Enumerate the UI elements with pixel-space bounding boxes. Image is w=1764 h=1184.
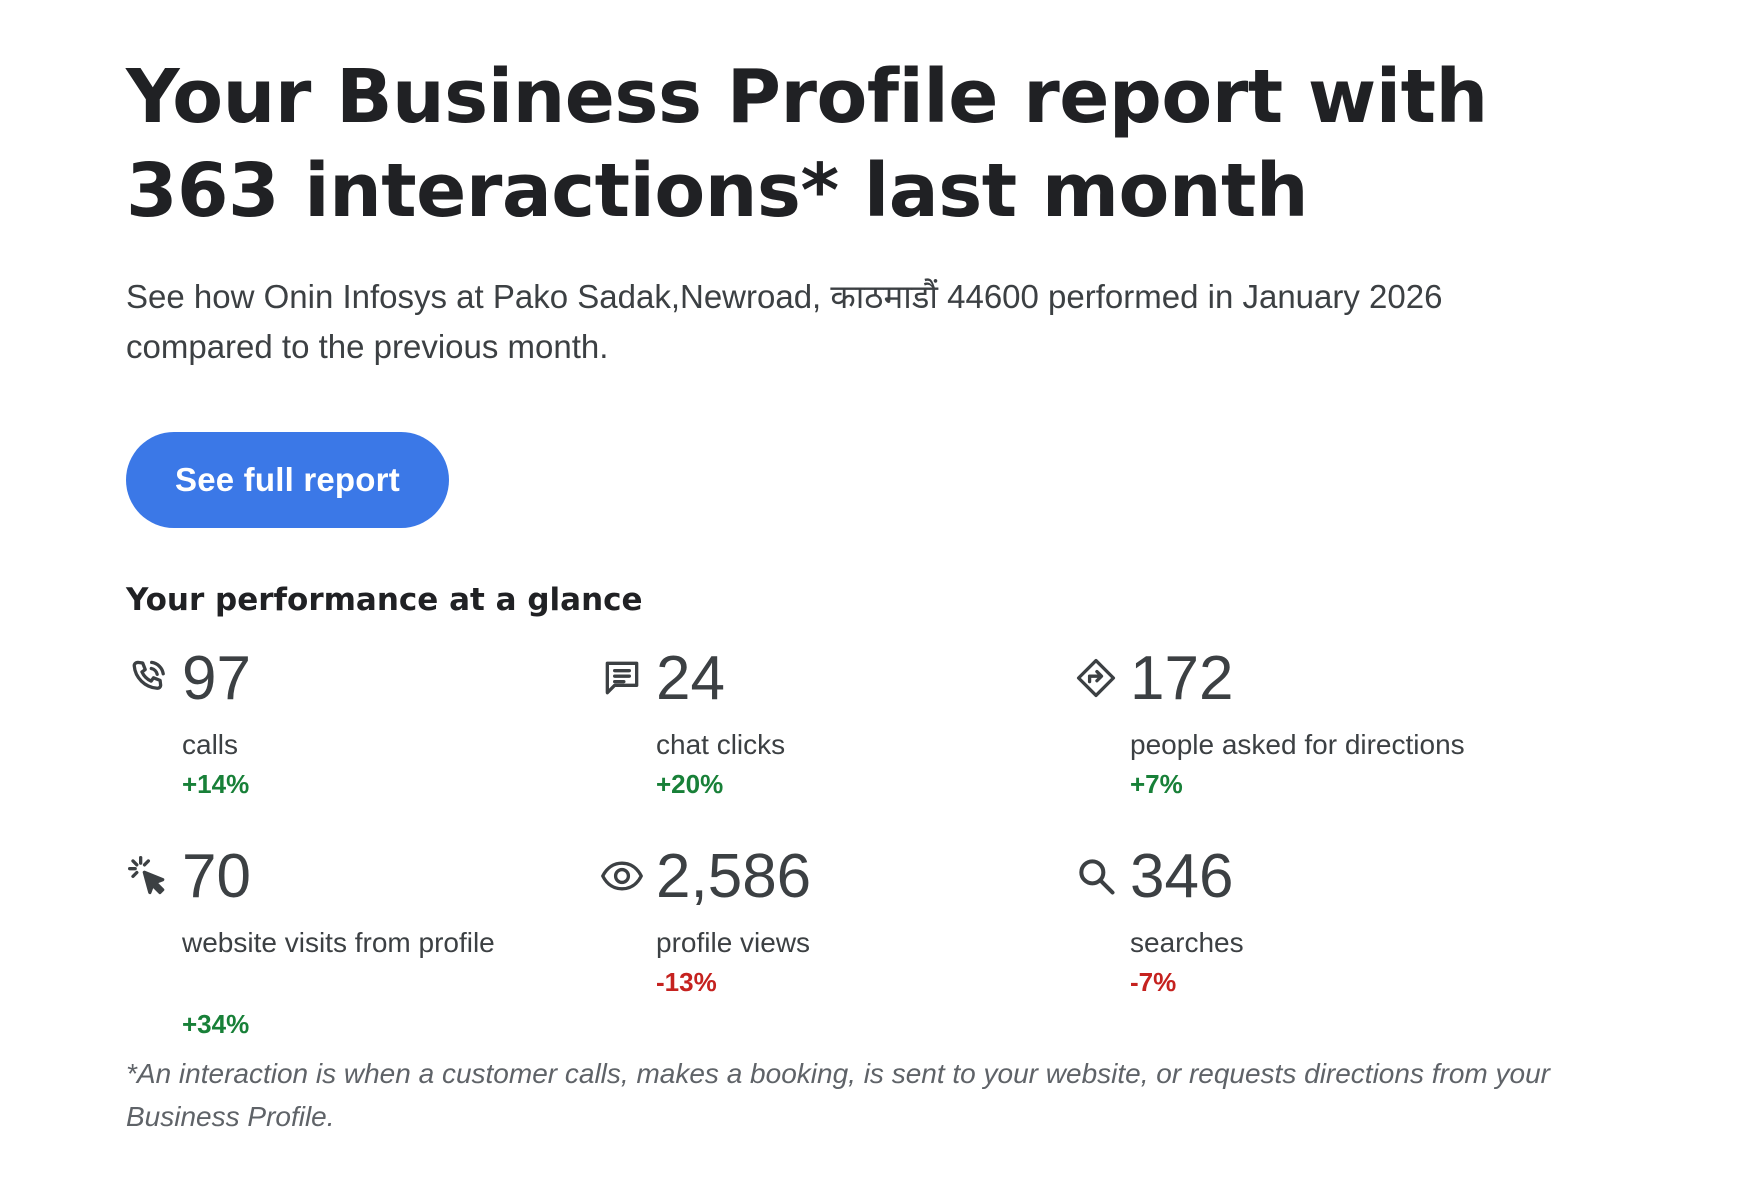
metric-change: +14% bbox=[182, 769, 250, 799]
directions-icon bbox=[1074, 656, 1118, 700]
see-full-report-button[interactable]: See full report bbox=[126, 432, 449, 528]
report-subtitle: See how Onin Infosys at Pako Sadak,Newro… bbox=[126, 278, 1443, 365]
metric-value: 97 bbox=[182, 644, 251, 713]
metric-value: 346 bbox=[1130, 842, 1234, 911]
metric-value: 24 bbox=[656, 644, 725, 713]
page-title: Your Business Profile report with 363 in… bbox=[126, 54, 1488, 234]
metric-change: +20% bbox=[656, 769, 724, 799]
metric-change: +7% bbox=[1130, 769, 1183, 799]
phone-icon bbox=[126, 656, 170, 700]
metrics-grid: 97 calls +14% 24 chat clicks +20% bbox=[126, 646, 1566, 1046]
eye-icon bbox=[600, 854, 644, 898]
metric-label: calls bbox=[182, 729, 239, 760]
metric-change: -13% bbox=[656, 967, 717, 997]
metric-label: searches bbox=[1130, 927, 1244, 958]
glance-heading: Your performance at a glance bbox=[126, 582, 643, 618]
metric-value: 172 bbox=[1130, 644, 1234, 713]
click-cursor-icon bbox=[126, 854, 170, 898]
report-card: Your Business Profile report with 363 in… bbox=[126, 50, 1566, 1046]
interaction-footnote: *An interaction is when a customer calls… bbox=[126, 1058, 1550, 1132]
metric-label: profile views bbox=[656, 927, 811, 958]
metric-label: website visits from profile bbox=[182, 927, 495, 958]
metric-value: 2,586 bbox=[656, 842, 812, 911]
metric-change: +34% bbox=[182, 1009, 250, 1039]
metric-label: people asked for directions bbox=[1130, 729, 1465, 760]
search-icon bbox=[1074, 854, 1118, 898]
chat-icon bbox=[600, 656, 644, 700]
metric-change: -7% bbox=[1130, 967, 1177, 997]
metric-value: 70 bbox=[182, 842, 251, 911]
metric-label: chat clicks bbox=[656, 729, 786, 760]
